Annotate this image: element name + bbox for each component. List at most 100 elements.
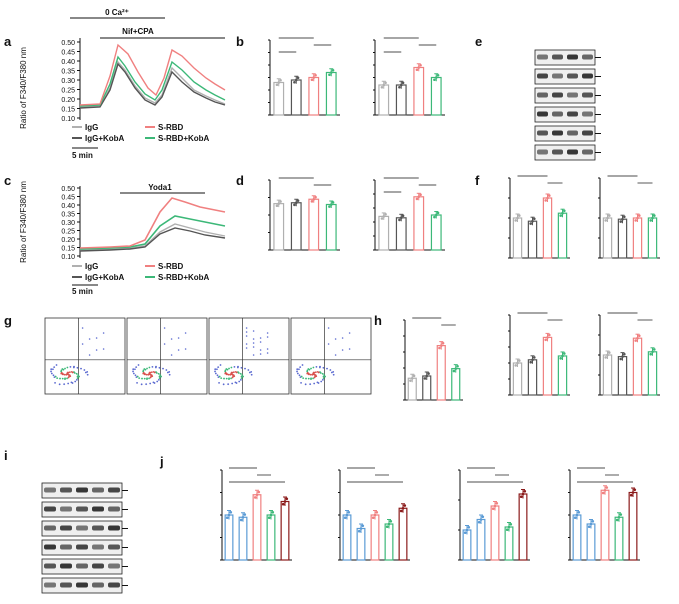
flow-event-dot	[66, 377, 68, 380]
flow-event-dot	[158, 377, 161, 379]
flow-event-dot	[135, 366, 138, 369]
blot-band	[552, 54, 563, 60]
data-point	[281, 502, 285, 506]
flow-event-dot	[148, 366, 151, 369]
flow-event-dot	[63, 373, 66, 376]
bar	[395, 217, 407, 251]
flow-event-dot	[184, 332, 187, 334]
flow-event-dot	[65, 373, 67, 376]
blot-band	[60, 506, 72, 512]
data-point	[636, 216, 639, 220]
legend-c-srbd: S-RBD	[158, 262, 184, 271]
flow-event-dot	[330, 371, 333, 374]
flow-event-dot	[332, 370, 335, 373]
data-point	[328, 205, 331, 208]
blot-band	[44, 563, 56, 569]
flow-event-dot	[84, 371, 87, 374]
flow-event-dot	[318, 366, 321, 369]
data-point	[636, 336, 639, 340]
data-point	[638, 214, 641, 217]
flow-event-dot	[50, 368, 53, 371]
flow-event-dot	[341, 337, 344, 339]
flow-event-dot	[228, 367, 230, 370]
chart-j-piezo1	[220, 467, 292, 561]
flow-event-dot	[132, 370, 134, 373]
blot-band	[567, 130, 578, 136]
flow-event-dot	[320, 380, 323, 383]
flow-event-dot	[225, 372, 228, 375]
data-point	[285, 497, 289, 501]
data-point	[561, 354, 564, 358]
flow-event-dot	[304, 383, 307, 386]
flow-event-dot	[266, 332, 269, 334]
flow-event-dot	[76, 377, 79, 379]
data-point	[563, 352, 566, 355]
chart-j-baxbcl2	[568, 467, 640, 561]
bar	[632, 337, 643, 396]
data-point	[591, 520, 595, 523]
flow-event-dot	[307, 372, 310, 375]
flow-event-dot	[310, 377, 312, 380]
trace-a-srbdkoba	[79, 55, 226, 107]
flow-event-dot	[324, 375, 327, 378]
panel-c-ytick-label: 0.10	[61, 254, 75, 261]
data-point	[514, 219, 517, 222]
chart-piezo1-activity	[373, 177, 445, 251]
data-point	[548, 333, 551, 337]
data-point	[398, 85, 401, 89]
data-point	[415, 68, 419, 72]
panel-c-ytick-label: 0.40	[61, 203, 75, 210]
blot-band	[582, 73, 593, 79]
flow-event-dot	[83, 369, 86, 371]
data-point	[523, 490, 527, 493]
bar	[308, 76, 320, 116]
data-point	[279, 78, 282, 82]
data-point	[623, 215, 626, 219]
data-point	[436, 73, 440, 77]
blot-band	[76, 582, 88, 588]
flow-event-dot	[327, 343, 330, 345]
chart-f-baxbcl2	[598, 312, 660, 396]
data-point	[328, 73, 331, 77]
bar	[238, 516, 248, 561]
panel-a-ytick-label: 0.10	[61, 116, 75, 123]
blot-band	[108, 563, 120, 569]
data-point	[615, 518, 619, 522]
data-point	[509, 523, 513, 526]
bar	[602, 217, 613, 259]
bar	[557, 212, 568, 259]
flow-event-dot	[134, 374, 137, 377]
panel-label-a: a	[4, 34, 12, 49]
flow-event-dot	[138, 377, 141, 379]
flow-event-dot	[218, 382, 220, 384]
blot-band	[567, 54, 578, 60]
flow-event-dot	[88, 338, 91, 340]
flow-event-dot	[312, 377, 314, 380]
data-point	[359, 527, 363, 530]
blot-band	[76, 487, 88, 493]
flow-event-dot	[234, 381, 237, 384]
flow-event-dot	[220, 377, 223, 379]
flow-event-dot	[95, 337, 98, 339]
bar	[476, 518, 486, 561]
flow-event-dot	[81, 327, 84, 329]
bar	[430, 214, 442, 251]
flow-event-dot	[247, 369, 250, 371]
flow-event-dot	[149, 382, 152, 385]
data-point	[331, 201, 335, 204]
flow-event-dot	[154, 366, 157, 369]
panel-a-ylabel: Ratio of F340/F380 nm	[19, 47, 28, 129]
flow-event-dot	[308, 368, 311, 371]
blot-band	[76, 525, 88, 531]
bar	[342, 514, 352, 561]
flow-event-dot	[259, 349, 262, 351]
data-point	[293, 203, 296, 207]
data-point	[269, 513, 273, 517]
blot-band	[92, 525, 104, 531]
data-point	[465, 528, 469, 532]
data-point	[573, 516, 577, 519]
bar	[436, 345, 446, 401]
data-point	[417, 66, 421, 69]
data-point	[389, 520, 393, 523]
